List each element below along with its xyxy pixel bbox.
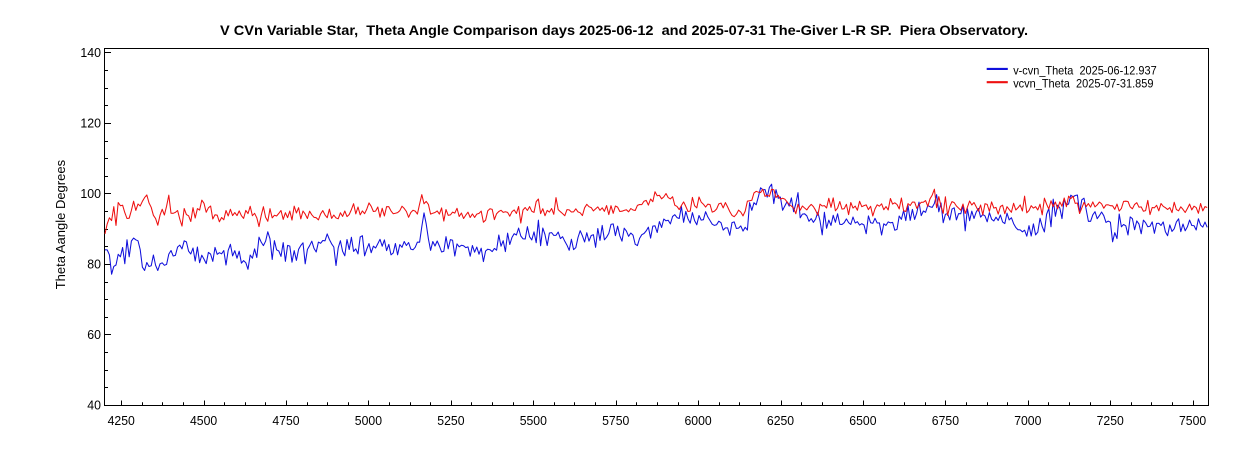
svg-text:4250: 4250 — [108, 413, 135, 428]
svg-text:7250: 7250 — [1097, 413, 1124, 428]
svg-text:40: 40 — [87, 398, 101, 413]
svg-text:60: 60 — [87, 327, 101, 342]
svg-text:5000: 5000 — [355, 413, 382, 428]
svg-text:7500: 7500 — [1179, 413, 1206, 428]
svg-text:7000: 7000 — [1014, 413, 1041, 428]
svg-text:4750: 4750 — [272, 413, 299, 428]
svg-text:V CVn Variable Star, Theta An: V CVn Variable Star, Theta Angle Compari… — [220, 23, 1028, 39]
svg-text:80: 80 — [87, 257, 101, 272]
svg-text:v-cvn_Theta 2025-06-12.937: v-cvn_Theta 2025-06-12.937 — [1013, 63, 1156, 77]
svg-text:6000: 6000 — [685, 413, 712, 428]
svg-text:5500: 5500 — [520, 413, 547, 428]
svg-text:vcvn_Theta 2025-07-31.859: vcvn_Theta 2025-07-31.859 — [1013, 77, 1153, 91]
svg-text:100: 100 — [80, 186, 101, 201]
svg-text:Theta Aangle Degrees: Theta Aangle Degrees — [53, 159, 68, 289]
svg-text:6500: 6500 — [849, 413, 876, 428]
svg-text:5250: 5250 — [437, 413, 464, 428]
svg-text:6250: 6250 — [767, 413, 794, 428]
svg-text:5750: 5750 — [602, 413, 629, 428]
svg-text:4500: 4500 — [190, 413, 217, 428]
svg-text:6750: 6750 — [932, 413, 959, 428]
svg-text:120: 120 — [80, 116, 101, 131]
svg-text:140: 140 — [80, 45, 101, 60]
